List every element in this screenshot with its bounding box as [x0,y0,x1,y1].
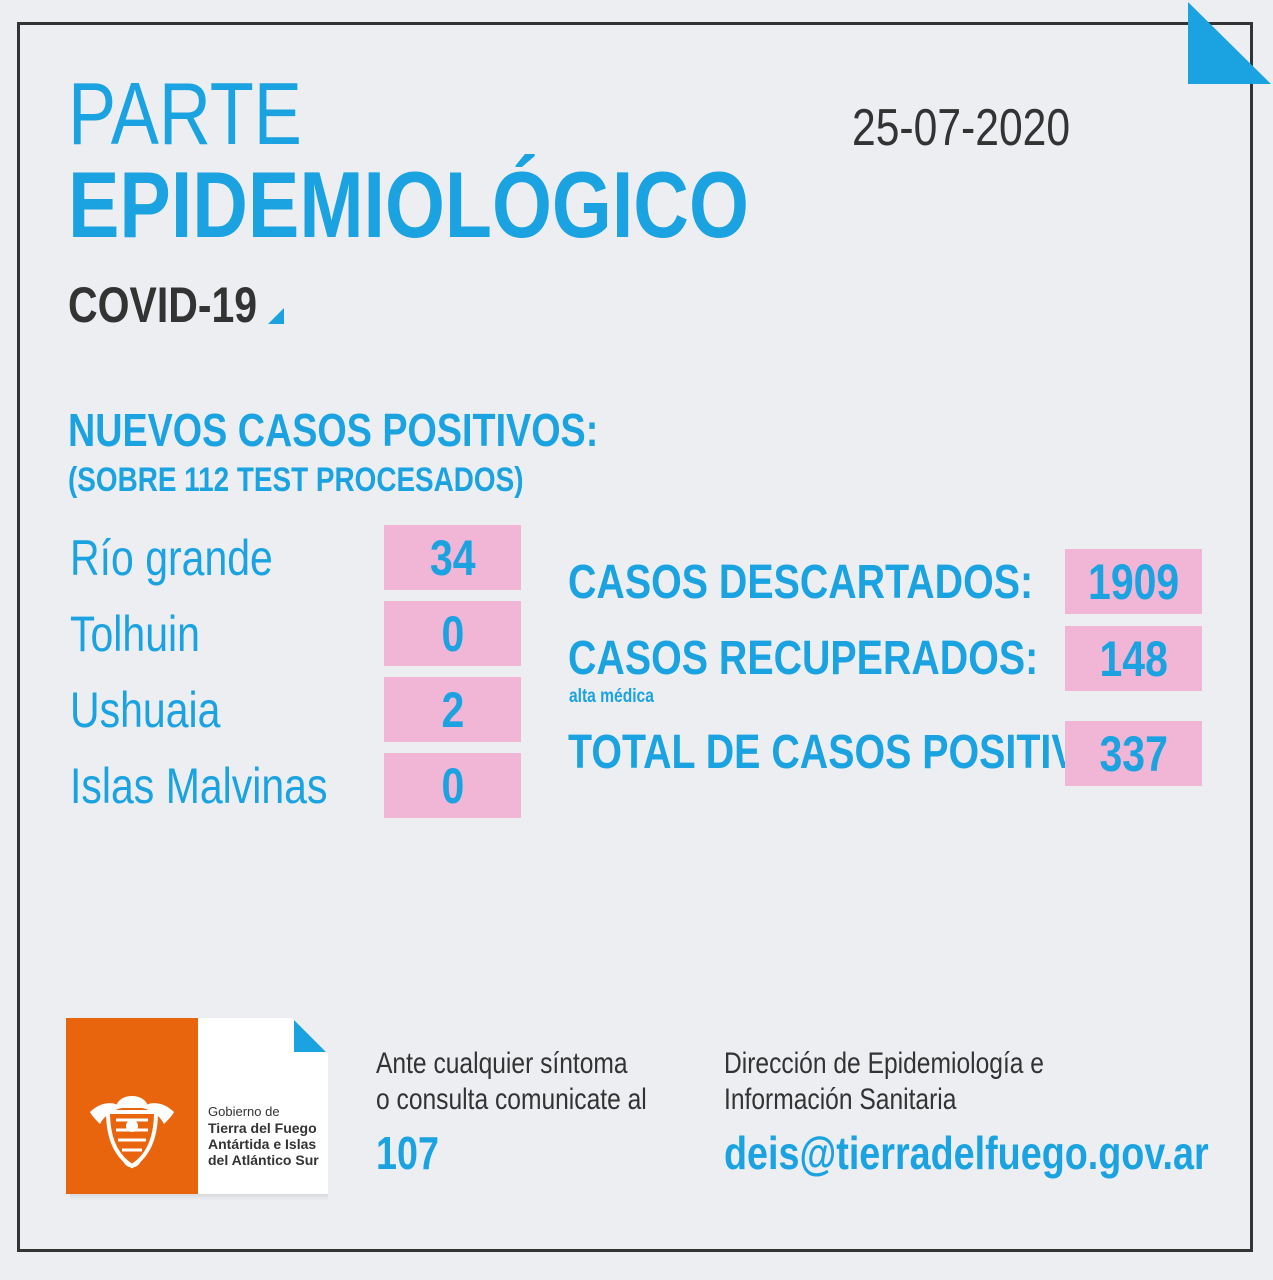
recovered-value: 148 [1099,630,1168,687]
total-positive-value: 337 [1099,725,1168,782]
subtitle-covid: COVID-19 [68,277,258,333]
department-line1: Dirección de Epidemiología e [724,1047,1044,1080]
total-positive-label: TOTAL DE CASOS POSITIVOS [568,726,1135,779]
new-cases-subheading: (SOBRE 112 TEST PROCESADOS) [68,461,524,499]
logo-shadow [70,1190,328,1200]
discarded-value-box: 1909 [1065,549,1202,614]
department-line2: Información Sanitaria [724,1083,957,1116]
location-value-box: 2 [384,677,521,742]
location-label: Río grande [70,530,273,586]
location-value-box: 34 [384,525,521,590]
location-label: Islas Malvinas [70,758,328,814]
location-label: Ushuaia [70,682,221,738]
recovered-note: alta médica [569,686,654,707]
location-value: 2 [441,681,464,738]
title-line1: PARTE [68,64,302,163]
government-logo: Gobierno de Tierra del Fuego Antártida e… [66,1018,328,1200]
location-value: 34 [429,529,476,586]
report-date: 25-07-2020 [852,99,1071,157]
location-value: 0 [441,757,464,814]
recovered-value-box: 148 [1065,626,1202,691]
location-value: 0 [441,605,464,662]
location-value-box: 0 [384,753,521,818]
new-cases-heading: NUEVOS CASOS POSITIVOS: [68,404,599,456]
discarded-label: CASOS DESCARTADOS: [568,556,1034,609]
triangle-marker-icon [268,308,284,324]
contact-line1: Ante cualquier síntoma [376,1047,628,1080]
location-label: Tolhuin [70,606,200,662]
recovered-label: CASOS RECUPERADOS: [568,632,1039,685]
discarded-value: 1909 [1087,553,1180,610]
title-line2: EPIDEMIOLÓGICO [68,152,749,257]
coat-of-arms-icon [90,1096,174,1169]
total-positive-value-box: 337 [1065,721,1202,786]
location-value-box: 0 [384,601,521,666]
logo-text: Gobierno de Tierra del Fuego Antártida e… [208,1104,319,1168]
corner-flag-icon [1188,2,1271,84]
email-link[interactable]: deis@tierradelfuego.gov.ar [724,1127,1209,1179]
page-frame [17,22,1253,1252]
phone-number[interactable]: 107 [376,1127,439,1179]
logo-corner-icon [292,1018,328,1054]
contact-line2: o consulta comunicate al [376,1083,647,1116]
